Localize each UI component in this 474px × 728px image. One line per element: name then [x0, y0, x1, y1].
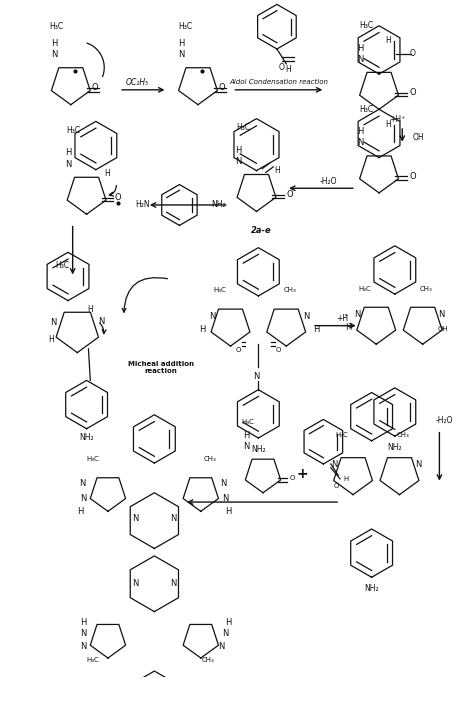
Text: H₃C: H₃C	[66, 126, 81, 135]
Text: H: H	[200, 325, 206, 334]
Text: H: H	[385, 119, 391, 129]
Text: H₃C: H₃C	[336, 432, 348, 438]
Text: H₃C: H₃C	[178, 22, 192, 31]
Text: NH₂: NH₂	[211, 200, 226, 210]
Text: H: H	[87, 305, 93, 314]
Text: H: H	[357, 127, 364, 136]
Text: N: N	[81, 494, 87, 503]
Text: N: N	[355, 310, 361, 319]
Text: N: N	[331, 460, 337, 470]
Text: O: O	[115, 193, 121, 202]
Text: N: N	[81, 630, 87, 638]
Text: H: H	[313, 325, 319, 334]
Text: +H̃: +H̃	[336, 314, 348, 323]
Text: O: O	[409, 88, 416, 97]
Text: N: N	[357, 138, 364, 147]
Text: Micheal addition
reaction: Micheal addition reaction	[128, 361, 194, 374]
Text: N: N	[50, 318, 56, 328]
Text: O: O	[287, 190, 293, 199]
Text: H₃C: H₃C	[359, 21, 373, 31]
Text: H: H	[357, 44, 364, 52]
Text: H₃C: H₃C	[213, 288, 226, 293]
Text: H: H	[385, 36, 391, 45]
Text: O: O	[290, 475, 295, 481]
Text: O: O	[235, 347, 241, 353]
Text: H: H	[48, 335, 54, 344]
Text: N: N	[357, 55, 364, 63]
Text: H: H	[343, 476, 348, 482]
Text: CH₃: CH₃	[397, 432, 410, 438]
Text: O: O	[409, 172, 416, 181]
Text: H₃C: H₃C	[359, 105, 373, 114]
Text: NH₂: NH₂	[365, 584, 379, 593]
Text: O: O	[410, 49, 415, 58]
Text: N: N	[220, 479, 226, 488]
Text: NH₂: NH₂	[79, 433, 94, 443]
Text: H: H	[65, 149, 71, 157]
Text: N: N	[218, 642, 224, 652]
Text: -H₂O: -H₂O	[435, 416, 453, 425]
Text: H: H	[285, 65, 291, 74]
Text: H: H	[104, 169, 110, 178]
Text: H: H	[178, 39, 184, 48]
Text: N: N	[133, 579, 139, 588]
Text: O: O	[219, 84, 226, 92]
Text: H₃C: H₃C	[49, 22, 63, 31]
Text: H₃C: H₃C	[237, 123, 251, 132]
Text: N: N	[235, 157, 241, 166]
Text: N: N	[51, 50, 57, 59]
Text: OC₂H₅: OC₂H₅	[126, 78, 149, 87]
Text: CH₃: CH₃	[204, 456, 217, 462]
Text: 2a-e: 2a-e	[251, 226, 272, 234]
Text: N: N	[303, 312, 310, 321]
Text: CH₃: CH₃	[283, 288, 296, 293]
Text: NH₂: NH₂	[388, 443, 402, 452]
Text: Aldol Condensation reaction: Aldol Condensation reaction	[229, 79, 328, 85]
Text: H: H	[345, 323, 352, 332]
Text: N: N	[438, 310, 445, 319]
Text: CH₃: CH₃	[202, 657, 215, 663]
Text: H: H	[226, 618, 232, 628]
Text: H: H	[81, 618, 87, 628]
Text: N: N	[222, 494, 228, 503]
Text: +H⁺: +H⁺	[390, 115, 406, 124]
Text: N: N	[98, 317, 105, 325]
Text: N: N	[79, 479, 85, 488]
Text: NH₂: NH₂	[251, 445, 265, 454]
Text: N: N	[222, 630, 228, 638]
Text: H: H	[243, 431, 249, 440]
Text: H₂N: H₂N	[135, 200, 150, 210]
Text: N: N	[243, 442, 249, 451]
Text: N: N	[170, 579, 176, 588]
Text: H₃C: H₃C	[87, 657, 100, 663]
Text: CH₃: CH₃	[420, 285, 433, 291]
Text: N: N	[81, 642, 87, 652]
Text: H: H	[51, 39, 57, 48]
Text: H₃C: H₃C	[55, 261, 70, 270]
Text: N: N	[415, 460, 421, 470]
Text: H₃C: H₃C	[359, 285, 372, 291]
Text: N: N	[178, 50, 184, 59]
Text: N: N	[209, 312, 215, 321]
Text: H: H	[77, 507, 83, 516]
Text: N: N	[65, 159, 71, 169]
Text: H₃C: H₃C	[242, 419, 255, 425]
Text: H: H	[274, 166, 280, 175]
Text: O: O	[334, 483, 339, 489]
Text: O: O	[279, 63, 284, 72]
Text: OH: OH	[438, 326, 448, 333]
Text: H: H	[235, 146, 241, 154]
Text: H₃C: H₃C	[87, 456, 100, 462]
Text: N: N	[170, 514, 176, 523]
Text: O: O	[91, 84, 98, 92]
Text: N: N	[253, 372, 260, 381]
Text: -H₂O: -H₂O	[319, 177, 337, 186]
Text: +: +	[296, 467, 308, 481]
Text: O: O	[276, 347, 282, 353]
Text: OH: OH	[412, 132, 424, 142]
Text: H: H	[226, 507, 232, 516]
Text: N: N	[133, 514, 139, 523]
